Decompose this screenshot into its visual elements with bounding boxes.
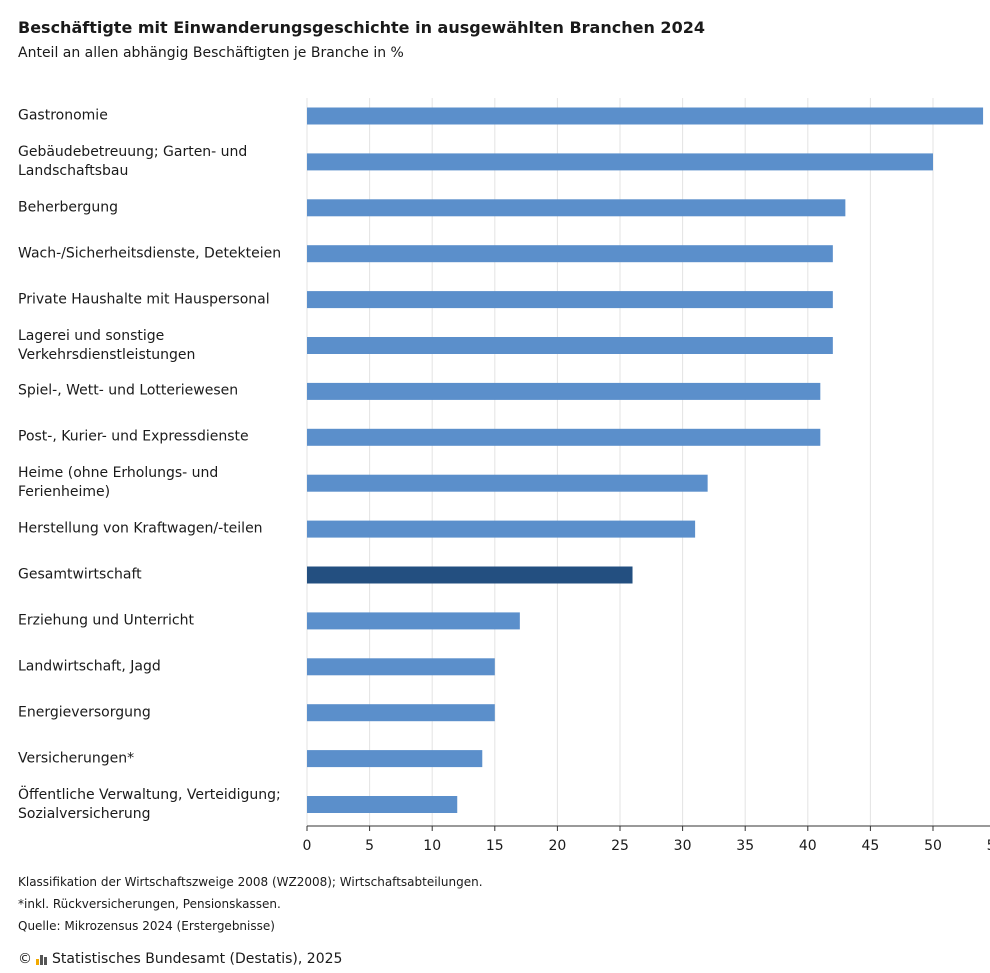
x-tick-label: 0 bbox=[303, 838, 312, 854]
x-tick-label: 30 bbox=[674, 838, 692, 854]
bar bbox=[307, 658, 495, 676]
bar bbox=[307, 153, 933, 171]
x-tick-label: 40 bbox=[799, 838, 817, 854]
category-label: Erziehung und Unterricht bbox=[18, 612, 194, 629]
category-label: Post-, Kurier- und Expressdienste bbox=[18, 428, 249, 445]
bar bbox=[307, 474, 708, 492]
x-tick-label: 10 bbox=[423, 838, 441, 854]
category-label: Heime (ohne Erholungs- und Ferienheime) bbox=[18, 465, 219, 501]
copyright-sign: © bbox=[18, 951, 32, 967]
category-label: Beherbergung bbox=[18, 199, 118, 216]
bar bbox=[307, 291, 833, 309]
category-label: Energieversorgung bbox=[18, 704, 151, 721]
category-label: Spiel-, Wett- und Lotteriewesen bbox=[18, 382, 239, 399]
category-label: Lagerei und sonstige Verkehrsdienstleist… bbox=[18, 327, 196, 363]
category-label: Private Haushalte mit Hauspersonal bbox=[18, 291, 270, 308]
logo-icon bbox=[36, 955, 47, 965]
category-label: Gebäudebetreuung; Garten- und Landschaft… bbox=[18, 143, 248, 179]
category-label: Öffentliche Verwaltung, Verteidigung; So… bbox=[18, 786, 281, 822]
bar bbox=[307, 612, 520, 630]
category-label: Landwirtschaft, Jagd bbox=[18, 658, 161, 675]
chart-subtitle: Anteil an allen abhängig Beschäftigten j… bbox=[18, 45, 404, 61]
bar bbox=[307, 245, 833, 263]
bar bbox=[307, 566, 633, 584]
x-tick-label: 20 bbox=[548, 838, 566, 854]
x-tick-label: 25 bbox=[611, 838, 629, 854]
bar bbox=[307, 520, 696, 538]
footnote: Quelle: Mikrozensus 2024 (Erstergebnisse… bbox=[18, 919, 275, 933]
category-label: Gastronomie bbox=[18, 107, 108, 124]
publisher: Statistisches Bundesamt (Destatis), 2025 bbox=[52, 951, 343, 967]
x-tick-label: 15 bbox=[486, 838, 504, 854]
category-label: Gesamtwirtschaft bbox=[18, 566, 142, 583]
copyright: © Statistisches Bundesamt (Destatis), 20… bbox=[18, 951, 342, 967]
bar bbox=[307, 199, 846, 217]
bar bbox=[307, 704, 495, 722]
bar bbox=[307, 428, 821, 446]
bar bbox=[307, 796, 458, 813]
category-label: Herstellung von Kraftwagen/-teilen bbox=[18, 520, 263, 537]
x-tick-label: 55 bbox=[987, 838, 990, 854]
x-tick-label: 50 bbox=[924, 838, 942, 854]
bar bbox=[307, 382, 821, 400]
chart-title: Beschäftigte mit Einwanderungsgeschichte… bbox=[18, 18, 705, 37]
bar bbox=[307, 337, 833, 354]
category-label: Wach-/Sicherheitsdienste, Detekteien bbox=[18, 245, 282, 262]
category-label: Versicherungen* bbox=[18, 750, 135, 767]
footnote: *inkl. Rückversicherungen, Pensionskasse… bbox=[18, 897, 281, 911]
bar bbox=[307, 107, 984, 125]
x-tick-label: 45 bbox=[861, 838, 879, 854]
bar bbox=[307, 750, 483, 768]
x-tick-label: 5 bbox=[365, 838, 374, 854]
footnote: Klassifikation der Wirtschaftszweige 200… bbox=[18, 875, 483, 889]
x-tick-label: 35 bbox=[736, 838, 754, 854]
